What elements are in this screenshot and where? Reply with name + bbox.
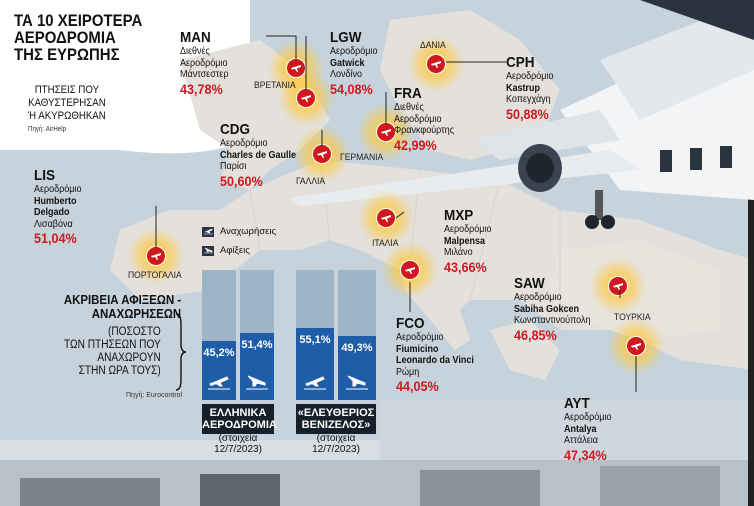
country-pt: ΠΟΡΤΟΓΑΛΙΑ bbox=[128, 270, 182, 281]
country-uk: ΒΡΕΤΑΝΙΑ bbox=[254, 80, 296, 91]
plane-pin-icon bbox=[287, 59, 305, 77]
country-dk: ΔΑΝΙΑ bbox=[420, 40, 446, 51]
country-tr: ΤΟΥΡΚΙΑ bbox=[614, 312, 651, 323]
bar-departures-group-1-label: 45,2% bbox=[203, 347, 235, 360]
group-sub-greek-airports: (στοιχεία 12/7/2023) bbox=[214, 433, 262, 455]
plane-pin-icon bbox=[627, 337, 645, 355]
airport-label-fco: FCO Αεροδρόμιο Fiumicino Leonardo da Vin… bbox=[396, 315, 474, 395]
bar-arrivals-group-1-label: 51,4% bbox=[241, 339, 273, 352]
accuracy-title: ΑΚΡΙΒΕΙΑ ΑΦΙΞΕΩΝ - ΑΝΑΧΩΡΗΣΕΩΝ bbox=[63, 292, 182, 321]
group-tag-greek-airports: ΕΛΛΗΝΙΚΑ ΑΕΡΟΔΡΟΜΙΑ bbox=[202, 404, 277, 434]
departures-icon bbox=[203, 372, 235, 392]
airplane-image bbox=[290, 0, 754, 229]
airport-label-saw: SAW Αεροδρόμιο Sabiha Gokcen Κωνσταντινο… bbox=[514, 275, 591, 343]
bar-departures-group-1 bbox=[202, 341, 236, 400]
group-sub-venizelos: (στοιχεία 12/7/2023) bbox=[312, 433, 360, 455]
headline: ΤΑ 10 ΧΕΙΡΟΤΕΡΑ ΑΕΡΟΔΡΟΜΙΑ ΤΗΣ ΕΥΡΩΠΗΣ bbox=[14, 11, 143, 64]
legend-departures: Αναχωρήσεις bbox=[202, 226, 276, 237]
brace bbox=[175, 313, 187, 391]
country-de: ΓΕΡΜΑΝΙΑ bbox=[340, 152, 384, 163]
plane-pin-icon bbox=[313, 145, 331, 163]
arrivals-icon bbox=[241, 372, 273, 392]
bar-arrivals-group-2-label: 49,3% bbox=[341, 341, 373, 354]
airport-label-cdg: CDG Αεροδρόμιο Charles de Gaulle Παρίσι … bbox=[220, 121, 297, 189]
bar-departures-group-2-label: 55,1% bbox=[299, 334, 331, 347]
plane-pin-icon bbox=[377, 123, 395, 141]
plane-pin-icon bbox=[609, 277, 627, 295]
departures-icon bbox=[202, 226, 214, 237]
airport-label-man: MAN Διεθνές Αεροδρόμιο Μάντσεστερ 43,78% bbox=[180, 29, 229, 97]
plane-pin-icon bbox=[401, 261, 419, 279]
subtitle: ΠΤΗΣΕΙΣ ΠΟΥ ΚΑΘΥΣΤΕΡΗΣΑΝ Ή ΑΚΥΡΩΘΗΚΑΝ Πη… bbox=[28, 84, 106, 136]
arrivals-icon bbox=[202, 245, 214, 256]
airport-label-cph: CPH Αεροδρόμιο Kastrup Κοπεγχάγη 50,88% bbox=[506, 54, 554, 122]
plane-pin-icon bbox=[147, 247, 165, 265]
airport-label-lis: LIS Αεροδρόμιο Humberto Delgado Λισαβόνα… bbox=[34, 167, 82, 247]
airport-label-mxp: MXP Αεροδρόμιο Malpensa Μιλάνο 43,66% bbox=[444, 207, 492, 275]
country-fr: ΓΑΛΛΙΑ bbox=[296, 176, 326, 187]
accuracy-subtitle: (ΠΟΣΟΣΤΟ ΤΩΝ ΠΤΗΣΕΩΝ ΠΟΥ ΑΝΑΧΩΡΟΥΝ ΣΤΗΝ … bbox=[64, 326, 161, 377]
plane-pin-icon bbox=[297, 89, 315, 107]
legend-arrivals: Αφίξεις bbox=[202, 245, 276, 256]
departures-icon bbox=[299, 372, 331, 392]
airport-label-ayt: AYT Αεροδρόμιο Antalya Αττάλεια 47,34% bbox=[564, 395, 612, 463]
country-it: ΙΤΑΛΙΑ bbox=[372, 238, 399, 249]
bar-departures-group-2 bbox=[296, 328, 334, 400]
arrivals-icon bbox=[341, 372, 373, 392]
legend: Αναχωρήσεις Αφίξεις bbox=[202, 226, 276, 256]
plane-pin-icon bbox=[377, 209, 395, 227]
source-eurocontrol: Πηγή: Eurocontrol bbox=[126, 392, 183, 399]
airport-label-lgw: LGW Αεροδρόμιο Gatwick Λονδίνο 54,08% bbox=[330, 29, 378, 97]
plane-pin-icon bbox=[427, 55, 445, 73]
group-tag-venizelos: «ΕΛΕΥΘΕΡΙΟΣ ΒΕΝΙΖΕΛΟΣ» bbox=[296, 404, 376, 434]
airport-label-fra: FRA Διεθνές Αεροδρόμιο Φρανκφούρτης 42,9… bbox=[394, 85, 455, 153]
source-airhelp: Πηγή: AirHelp bbox=[28, 126, 67, 133]
